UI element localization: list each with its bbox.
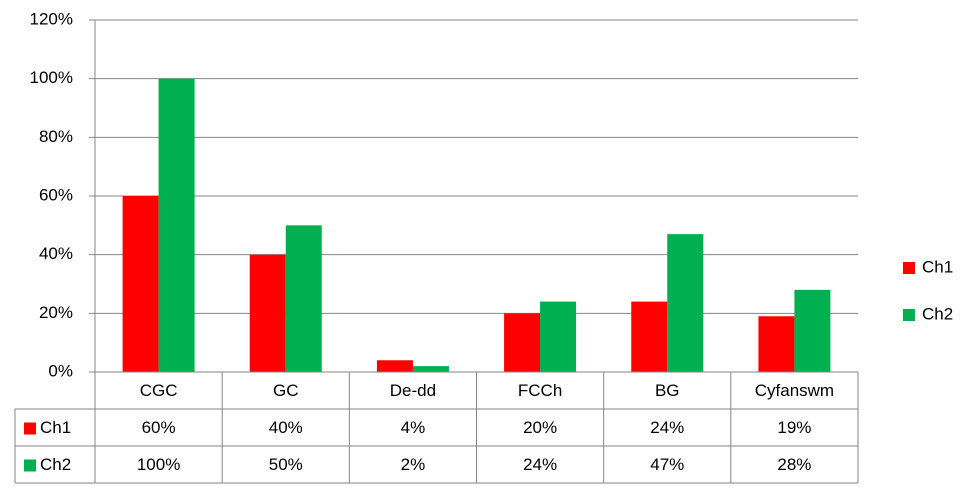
bar (667, 234, 704, 372)
bar (631, 301, 668, 372)
table-cell: 20% (523, 418, 557, 437)
legend-label: Ch2 (922, 304, 953, 323)
table-cell: 100% (137, 455, 180, 474)
y-tick-label: 60% (39, 185, 73, 204)
table-cell: 4% (401, 418, 426, 437)
y-tick-label: 120% (30, 9, 73, 28)
table-cell: 50% (269, 455, 303, 474)
x-tick-label: CGC (140, 381, 178, 400)
table-cell: 24% (650, 418, 684, 437)
bar (249, 254, 286, 372)
x-tick-label: BG (655, 381, 680, 400)
x-tick-label: FCCh (518, 381, 562, 400)
table-legend-key (24, 422, 36, 435)
table-cell: 24% (523, 455, 557, 474)
table-cell: 47% (650, 455, 684, 474)
bar (285, 225, 322, 372)
table-cell: 28% (777, 455, 811, 474)
table-cell: 19% (777, 418, 811, 437)
table-legend-key (24, 459, 36, 472)
bar (158, 78, 195, 373)
bar (504, 313, 541, 372)
x-tick-label: GC (273, 381, 299, 400)
y-tick-label: 80% (39, 127, 73, 146)
legend-key (903, 262, 915, 274)
y-tick-label: 0% (48, 361, 73, 380)
bar (794, 289, 831, 372)
table-cell: 60% (142, 418, 176, 437)
bar (540, 301, 577, 372)
bar (376, 360, 413, 372)
bar (412, 366, 449, 372)
table-cell: 2% (401, 455, 426, 474)
legend-key (903, 309, 915, 321)
bar (122, 196, 159, 372)
y-tick-label: 40% (39, 244, 73, 263)
x-tick-label: Cyfanswm (755, 381, 834, 400)
y-tick-label: 20% (39, 303, 73, 322)
bar (758, 316, 795, 372)
y-tick-label: 100% (30, 68, 73, 87)
table-series-name: Ch1 (40, 418, 71, 437)
table-series-name: Ch2 (40, 455, 71, 474)
x-tick-label: De-dd (390, 381, 436, 400)
table-cell: 40% (269, 418, 303, 437)
legend-label: Ch1 (922, 257, 953, 276)
